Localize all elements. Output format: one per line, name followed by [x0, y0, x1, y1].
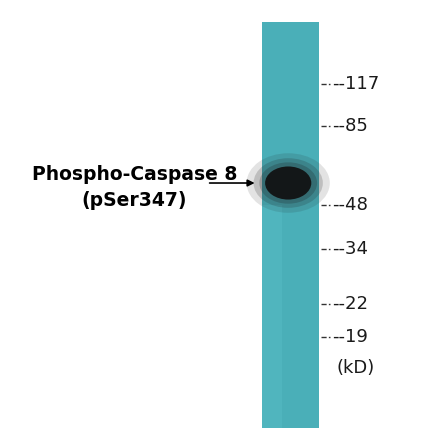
Text: --19: --19 — [332, 329, 368, 346]
Text: Phospho-Caspase 8: Phospho-Caspase 8 — [32, 164, 237, 184]
Text: (pSer347): (pSer347) — [81, 191, 187, 210]
Text: (kD): (kD) — [337, 359, 375, 377]
Bar — [262, 205, 282, 428]
Text: --48: --48 — [332, 196, 368, 214]
Text: --22: --22 — [332, 295, 368, 313]
Ellipse shape — [246, 153, 330, 213]
Text: --117: --117 — [332, 75, 379, 93]
Ellipse shape — [259, 162, 317, 204]
Bar — [262, 22, 319, 428]
Ellipse shape — [265, 167, 312, 200]
Text: --34: --34 — [332, 240, 368, 258]
Ellipse shape — [253, 158, 323, 208]
Text: --85: --85 — [332, 117, 368, 135]
